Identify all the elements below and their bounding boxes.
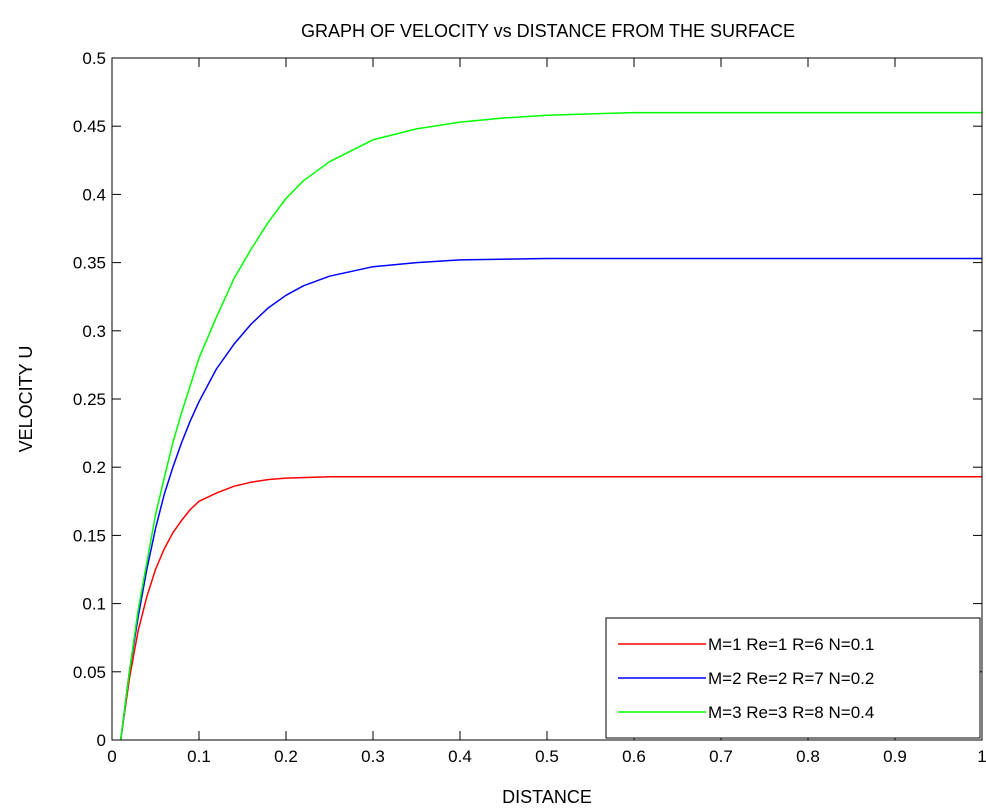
x-tick-label: 0.6: [622, 747, 646, 766]
y-tick-label: 0.25: [73, 390, 106, 409]
x-tick-label: 0.9: [883, 747, 907, 766]
x-tick-label: 0.7: [709, 747, 733, 766]
y-axis-label: VELOCITY U: [16, 346, 36, 453]
legend-label-3: M=3 Re=3 R=8 N=0.4: [708, 703, 874, 722]
x-tick-label: 0.1: [187, 747, 211, 766]
series-line-1: [119, 475, 982, 741]
y-tick-label: 0: [97, 731, 106, 750]
y-tick-label: 0.15: [73, 526, 106, 545]
legend-label-2: M=2 Re=2 R=7 N=0.2: [708, 669, 874, 688]
x-tick-label: 0.3: [361, 747, 385, 766]
y-tick-label: 0.1: [82, 595, 106, 614]
y-tick-label: 0.05: [73, 663, 106, 682]
x-tick-label: 0.4: [448, 747, 472, 766]
x-tick-label: 0.8: [796, 747, 820, 766]
y-tick-label: 0.5: [82, 49, 106, 68]
y-tick-label: 0.4: [82, 185, 106, 204]
x-axis: 0 0.1 0.2 0.3 0.4 0.5 0.6 0.7 0.8 0.9 1: [107, 58, 986, 766]
x-tick-label: 0.5: [535, 747, 559, 766]
legend-label-1: M=1 Re=1 R=6 N=0.1: [708, 635, 874, 654]
y-tick-label: 0.45: [73, 117, 106, 136]
x-tick-label: 0: [107, 747, 116, 766]
x-tick-label: 0.2: [274, 747, 298, 766]
legend: M=1 Re=1 R=6 N=0.1 M=2 Re=2 R=7 N=0.2 M=3 …: [605, 617, 981, 739]
x-axis-label: DISTANCE: [502, 787, 592, 807]
y-tick-label: 0.35: [73, 254, 106, 273]
series-line-3: [119, 111, 982, 741]
x-tick-label: 1: [977, 747, 986, 766]
series-line-2: [119, 257, 982, 741]
y-axis: 0 0.05 0.1 0.15 0.2 0.25 0.3 0.35 0.4 0.45 0.5: [73, 49, 982, 750]
y-tick-label: 0.3: [82, 322, 106, 341]
chart-title: GRAPH OF VELOCITY vs DISTANCE FROM THE S…: [301, 21, 795, 41]
y-tick-label: 0.2: [82, 458, 106, 477]
series-layer: [119, 111, 982, 741]
